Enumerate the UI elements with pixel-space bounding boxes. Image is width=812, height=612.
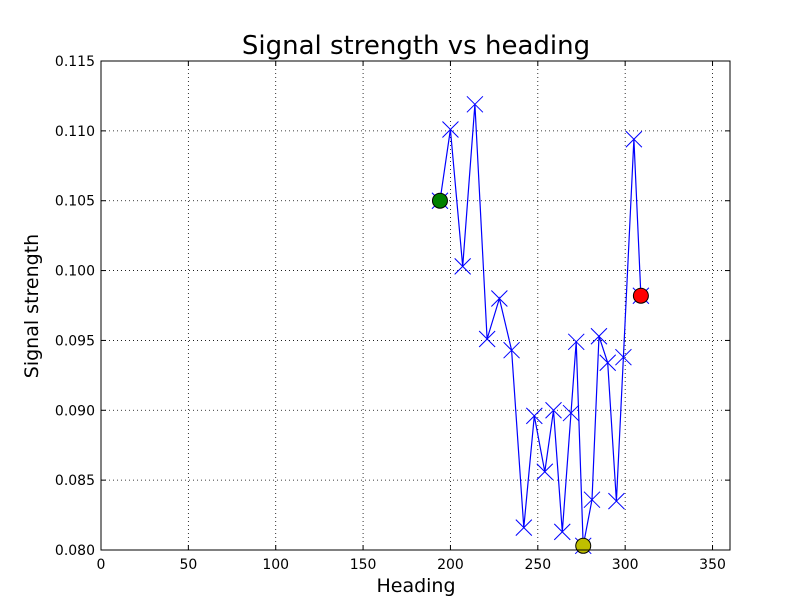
y-tick-label: 0.110 — [55, 124, 95, 140]
plot-frame — [100, 60, 731, 551]
series-layer — [431, 95, 650, 555]
data-point-marker — [562, 404, 580, 422]
y-tick-label: 0.105 — [55, 194, 95, 210]
y-tick-label: 0.090 — [55, 403, 95, 419]
x-tick-label: 150 — [350, 557, 377, 573]
data-point-marker — [454, 258, 472, 275]
data-point-marker — [567, 333, 585, 351]
y-tick-label: 0.095 — [55, 333, 95, 349]
y-tick-label: 0.115 — [55, 54, 95, 70]
data-point-marker — [491, 290, 508, 307]
data-point-marker — [515, 519, 533, 536]
y-tick-label: 0.085 — [55, 473, 95, 489]
data-point-marker — [615, 348, 632, 366]
y-tick-label: 0.080 — [55, 543, 95, 559]
data-point-marker — [536, 463, 554, 481]
data-point-marker — [583, 491, 601, 509]
x-tick-label: 100 — [262, 557, 289, 573]
data-point-marker — [553, 523, 571, 541]
tick-layer: 0 50 100 150 200 250 300 350 0.080 0.085 0.090 0.09… — [55, 54, 730, 573]
data-point-marker — [525, 407, 543, 425]
highlight-point — [575, 537, 592, 554]
highlight-point — [431, 192, 448, 209]
data-point-marker — [625, 130, 643, 148]
data-point-marker — [442, 121, 459, 138]
x-axis-label: Heading — [376, 575, 455, 597]
chart-title: Signal strength vs heading — [242, 31, 590, 61]
x-tick-label: 50 — [179, 557, 197, 573]
data-point-marker — [545, 401, 562, 419]
x-tick-label: 300 — [612, 557, 639, 573]
data-point-marker — [590, 327, 608, 345]
data-point-marker — [503, 341, 520, 359]
data-point-marker — [478, 330, 496, 348]
series-line — [439, 104, 642, 546]
data-point-marker — [599, 354, 617, 372]
y-axis-label: Signal strength — [21, 234, 43, 378]
x-tick-label: 0 — [97, 557, 106, 573]
highlight-point — [632, 287, 649, 304]
x-tick-label: 200 — [437, 557, 464, 573]
data-point-marker — [466, 95, 484, 113]
x-tick-label: 350 — [699, 557, 726, 573]
grid — [101, 61, 730, 550]
x-tick-label: 250 — [524, 557, 551, 573]
data-point-marker — [608, 492, 625, 510]
y-tick-label: 0.100 — [55, 264, 95, 280]
